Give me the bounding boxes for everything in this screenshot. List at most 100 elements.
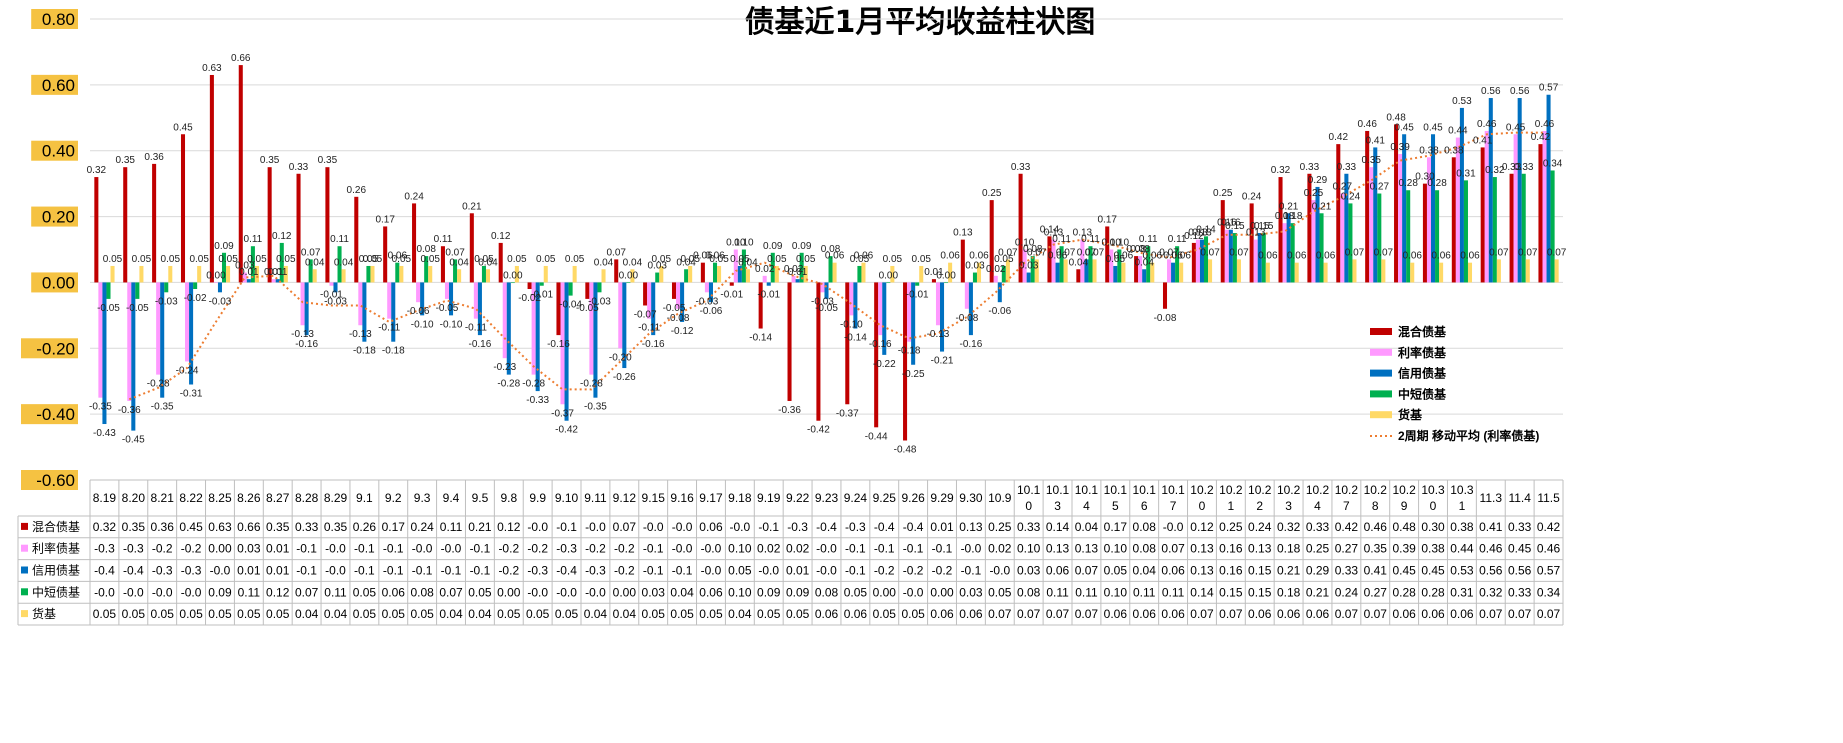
table-cell: 0.06 [1421,607,1445,621]
bar-4-21 [717,265,722,283]
bar-label: -0.05 [576,303,599,314]
bar-4-6 [283,265,288,283]
bar-3-50 [1550,170,1555,283]
bar-label: 0.35 [116,155,136,166]
table-cell: -0.1 [643,564,664,578]
bar-label: 0.13 [1073,228,1093,239]
bar-label: 0.03 [648,261,668,272]
bar-1-42 [1311,200,1316,283]
category-label: 9.8 [500,491,517,505]
table-cell: -0.2 [932,564,953,578]
table-cell: 0.07 [1508,607,1532,621]
table-cell: 0.28 [1421,585,1445,599]
bar-3-35 [1117,249,1122,283]
bar-1-20 [676,282,681,309]
bar-label: -0.35 [584,402,607,413]
bar-3-22 [741,249,746,283]
table-cell: -0.4 [123,564,144,578]
bar-0-14 [498,242,503,283]
bar-label: 0.53 [1452,96,1472,107]
bar-2-10 [391,282,396,342]
table-cell: 0.02 [757,542,781,556]
category-label: 11.5 [1537,491,1560,505]
bar-2-6 [275,279,280,283]
bar-label: -0.36 [778,405,801,416]
bar-label: -0.11 [378,323,400,334]
table-cell: 0.57 [1537,564,1561,578]
bar-4-50 [1554,259,1559,283]
bar-2-25 [824,282,829,299]
table-cell: 0.06 [1248,607,1272,621]
bar-label: 0.06 [1143,251,1163,262]
table-cell: 0.10 [1104,585,1128,599]
table-cell: 0.35 [122,520,146,534]
bar-4-7 [312,269,317,283]
bar-label: -0.20 [609,352,632,363]
y-tick-label: -0.40 [36,405,75,424]
table-cell: -0.0 [441,542,462,556]
table-cell: 0.05 [642,607,666,621]
table-cell: 0.01 [266,542,290,556]
bar-label: -0.01 [757,290,780,301]
bar-3-0 [106,282,111,299]
bar-4-11 [428,265,433,283]
category-label-line1: 10.1 [1104,483,1128,497]
category-label: 9.9 [529,491,546,505]
table-legend-key-1 [21,544,28,552]
table-cell: -0.3 [845,520,866,534]
category-label-line1: 10.1 [1161,483,1185,497]
bar-label: -0.01 [530,290,553,301]
bar-2-47 [1459,107,1464,283]
bar-label: 0.06 [1171,251,1191,262]
table-cell: 0.17 [382,520,406,534]
bar-2-24 [795,279,800,283]
bar-label: 0.38 [1444,145,1464,156]
legend-swatch-0 [1370,328,1392,335]
bar-4-37 [1179,262,1184,283]
table-cell: 0.05 [873,607,897,621]
bar-4-31 [1005,259,1010,283]
table-cell: 0.11 [238,585,261,599]
table-cell: 0.56 [1479,564,1503,578]
table-cell: 0.05 [237,607,261,621]
bar-label: 0.00 [879,270,899,281]
category-label: 8.29 [324,491,348,505]
table-cell: 0.07 [988,607,1012,621]
table-cell: 0.32 [1479,585,1503,599]
bar-label: 0.06 [940,251,960,262]
table-cell: -0.0 [758,564,779,578]
bar-1-37 [1167,259,1172,283]
legend-label: 信用债基 [1398,366,1447,381]
category-label: 9.3 [414,491,431,505]
table-cell: -0.1 [874,542,895,556]
bar-0-36 [1134,256,1139,283]
bar-label: 0.08 [821,244,841,255]
bar-0-13 [469,213,474,283]
bar-0-39 [1220,200,1225,283]
bar-label: 0.18 [1283,211,1303,222]
bar-label: -0.02 [184,293,207,304]
table-cell: 0.04 [295,607,319,621]
bar-label: -0.25 [902,369,925,380]
table-cell: 0.08 [1133,520,1157,534]
category-label: 9.2 [385,491,402,505]
bar-0-20 [671,282,677,299]
bar-4-0 [110,265,115,283]
table-cell: -0.1 [296,542,317,556]
bar-4-19 [659,265,664,283]
y-tick-label: 0.60 [42,76,75,95]
table-cell: -0.1 [354,542,375,556]
bar-2-4 [217,282,222,293]
bar-3-36 [1146,246,1151,283]
bar-label: 0.06 [1258,251,1278,262]
bar-label: 0.48 [1386,112,1406,123]
bar-4-32 [1034,259,1039,283]
table-cell: 0.46 [1479,542,1503,556]
category-label-line1: 10.2 [1392,483,1416,497]
bar-1-39 [1224,229,1229,283]
table-cell: 0.00 [873,585,897,599]
bar-label: 0.15 [1254,221,1274,232]
bar-label: 0.04 [738,257,758,268]
bar-label: 0.32 [1271,165,1291,176]
bar-1-41 [1282,223,1287,283]
